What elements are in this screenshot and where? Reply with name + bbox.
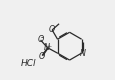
Text: N: N	[79, 49, 85, 58]
Text: HCl: HCl	[21, 59, 36, 68]
Text: O: O	[49, 25, 55, 34]
Text: N: N	[44, 43, 50, 52]
Text: +: +	[46, 44, 51, 49]
Text: O: O	[37, 35, 43, 44]
Text: O: O	[39, 52, 45, 61]
Text: -: -	[40, 33, 43, 42]
